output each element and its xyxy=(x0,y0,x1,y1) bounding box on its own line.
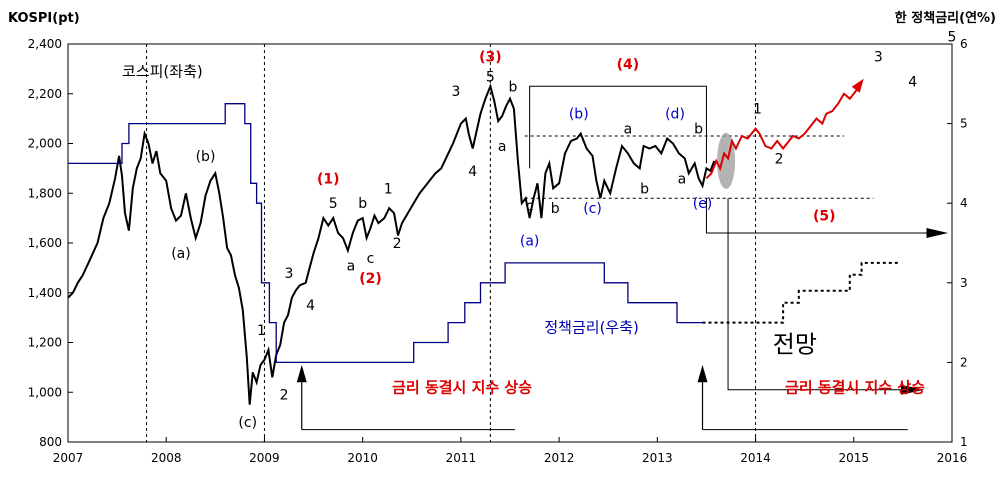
annotation-label: (c) xyxy=(583,201,602,217)
wave-boxes xyxy=(296,85,949,431)
annotation-label: 금리 동결시 지수 상승 xyxy=(785,378,925,396)
y-right-tick-label: 2 xyxy=(960,355,968,369)
y-left-tick-label: 2,200 xyxy=(28,87,62,101)
x-tick-label: 2013 xyxy=(642,451,673,465)
y-right-tick-label: 6 xyxy=(960,37,968,51)
series-step-line xyxy=(702,261,899,324)
series-step-line xyxy=(68,103,704,364)
annotation-label: 2 xyxy=(280,388,289,404)
y-right-tick-label: 1 xyxy=(960,435,968,449)
x-tick-label: 2009 xyxy=(249,451,280,465)
annotation-label: b xyxy=(358,196,367,212)
annotation-label: b xyxy=(640,181,649,197)
annotation-label: 4 xyxy=(306,298,315,314)
y-left-tick-label: 1,200 xyxy=(28,336,62,350)
rate-freeze-arrow-head xyxy=(697,364,708,383)
annotation-label: (e) xyxy=(693,196,713,212)
annotation-label: 1 xyxy=(257,323,266,339)
annotation-label: a xyxy=(498,139,507,155)
annotation-label: 3 xyxy=(874,49,883,65)
y-left-tick-label: 1,000 xyxy=(28,385,62,399)
annotation-label: (5) xyxy=(813,209,836,225)
wave-4-bracket xyxy=(529,85,707,169)
annotation-label: (1) xyxy=(317,171,340,187)
y-left-tick-label: 1,400 xyxy=(28,286,62,300)
x-tick-label: 2008 xyxy=(151,451,182,465)
annotation-label: 금리 동결시 지수 상승 xyxy=(392,378,532,396)
annotation-label: (2) xyxy=(359,271,382,287)
wave-5-arrow-head xyxy=(926,228,949,239)
x-tick-label: 2007 xyxy=(53,451,84,465)
forecast-arrow-head xyxy=(851,78,864,93)
annotation-label: 2 xyxy=(775,151,784,167)
x-tick-label: 2010 xyxy=(347,451,378,465)
annotation-label: 코스피(좌축) xyxy=(122,62,203,80)
y-left-tick-label: 2,400 xyxy=(28,37,62,51)
x-tick-label: 2011 xyxy=(446,451,477,465)
annotation-label: 1 xyxy=(753,102,762,118)
annotation-label: a xyxy=(347,258,356,274)
annotation-label: (a) xyxy=(520,233,540,249)
annotation-label: c xyxy=(367,251,375,267)
x-tick-label: 2012 xyxy=(544,451,575,465)
annotation-label: a xyxy=(624,122,633,138)
x-tick-label: 2015 xyxy=(839,451,870,465)
left-axis-title: KOSPI(pt) xyxy=(8,11,80,26)
y-right-tick-label: 4 xyxy=(960,196,968,210)
annotation-label: (4) xyxy=(617,57,640,73)
axes: 2007 2008 2009 2010 2011 2012 2013 2014 2015 2016… xyxy=(28,37,968,465)
y-right-tick-label: 3 xyxy=(960,276,968,290)
annotations: 코스피(좌축)(b)(a)(c)1234(1)5abc(2)12(3)35b4a… xyxy=(122,30,956,432)
y-left-tick-label: 800 xyxy=(39,435,62,449)
annotation-label: (b) xyxy=(569,107,589,123)
y-left-tick-label: 1,800 xyxy=(28,186,62,200)
annotation-label: b xyxy=(551,201,560,217)
series-group xyxy=(67,78,899,405)
annotation-label: 정책금리(우축) xyxy=(544,319,639,337)
annotation-label: a xyxy=(678,171,687,187)
annotation-label: c xyxy=(526,199,534,215)
annotation-label: (a) xyxy=(171,246,191,262)
annotation-label: (3) xyxy=(479,49,502,65)
annotation-label: b xyxy=(509,79,518,95)
annotation-label: 5 xyxy=(486,69,495,85)
annotation-label: 5 xyxy=(329,196,338,212)
y-left-tick-label: 2,000 xyxy=(28,137,62,151)
right-axis-title: 한 정책금리(연%) xyxy=(895,10,996,26)
x-tick-label: 2016 xyxy=(937,451,968,465)
annotation-label: 5 xyxy=(948,30,957,46)
annotation-label: 3 xyxy=(452,84,461,100)
series-line xyxy=(705,88,859,180)
annotation-label: 전망 xyxy=(773,330,817,358)
rate-freeze-arrow-head xyxy=(296,364,307,383)
annotation-label: 1 xyxy=(384,181,393,197)
series-line xyxy=(67,83,716,405)
wave-5-arrow-line xyxy=(705,198,935,234)
annotation-label: (c) xyxy=(238,415,257,431)
annotation-label: 3 xyxy=(285,266,294,282)
annotation-label: 4 xyxy=(468,164,477,180)
annotation-label: b xyxy=(694,122,703,138)
forecast-arrow-line xyxy=(727,198,903,391)
annotation-label: 2 xyxy=(393,236,402,252)
annotation-label: (b) xyxy=(196,149,216,165)
y-left-tick-label: 1,600 xyxy=(28,236,62,250)
annotation-label: 4 xyxy=(908,74,917,90)
x-tick-label: 2014 xyxy=(740,451,771,465)
forecast-arrow-head xyxy=(900,384,925,395)
annotation-label: (d) xyxy=(665,107,685,123)
y-right-tick-label: 5 xyxy=(960,117,968,131)
